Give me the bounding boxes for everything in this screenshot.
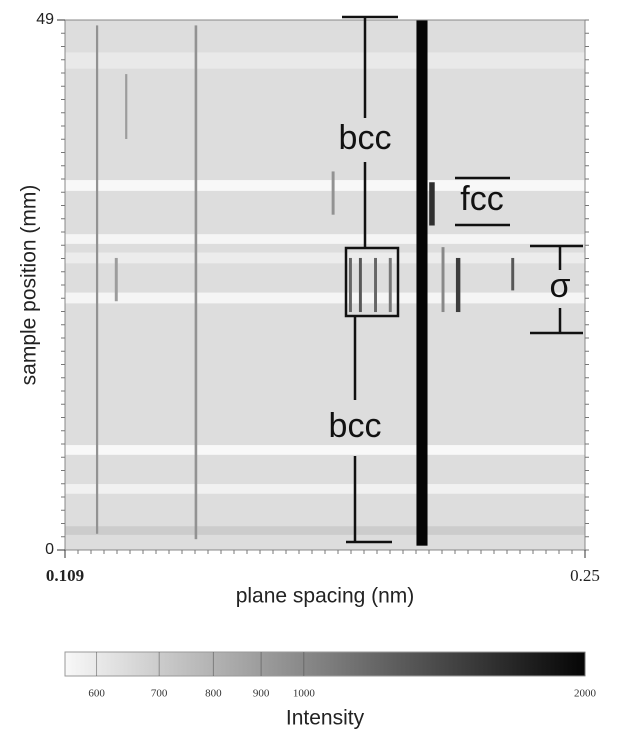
y-tick-label: 0 (45, 541, 54, 558)
heatmap-streak (348, 257, 352, 313)
colorbar-tick-label: 800 (205, 688, 222, 700)
heatmap-band (65, 445, 585, 455)
heatmap-band (65, 292, 585, 304)
heatmap-streak (455, 257, 461, 313)
heatmap-streak (388, 257, 392, 313)
colorbar-tick-label: 1000 (293, 688, 316, 700)
annotation: bcc (339, 119, 392, 157)
heatmap-band (65, 234, 585, 244)
colorbar-label: Intensity (286, 707, 365, 730)
annotations: bcc bcc fcc σ (329, 15, 583, 544)
plot (64, 19, 586, 551)
heatmap-streak (374, 257, 377, 313)
heatmap-streak (416, 20, 428, 546)
heatmap-background (65, 20, 585, 550)
x-axis-label: plane spacing (nm) (236, 585, 415, 608)
heatmap-streak (114, 257, 118, 302)
colorbar (64, 651, 586, 677)
colorbar-tick-label: 600 (88, 688, 105, 700)
sigma-bracket (530, 244, 583, 335)
colorbar-tick-label: 700 (151, 688, 168, 700)
colorbar-tick-label: 900 (253, 688, 270, 700)
bcc-bracket (342, 15, 400, 544)
heatmap-streak (95, 25, 99, 534)
heatmap-streak (429, 182, 435, 226)
heatmap-streak (125, 74, 128, 139)
heatmap-streak (358, 257, 362, 313)
heatmap-band (65, 526, 585, 535)
heatmap-streak (441, 247, 445, 313)
heatmap-band (65, 484, 585, 494)
heatmap-streak (194, 25, 198, 540)
annotation: fcc (460, 180, 503, 218)
x-tick-label: 0.109 (46, 566, 84, 585)
heatmap-band (65, 180, 585, 191)
annotation: bcc (329, 407, 382, 445)
heatmap-streak (511, 257, 515, 291)
y-axis-label: sample position (mm) (18, 185, 41, 386)
colorbar-tick-label: 2000 (574, 688, 597, 700)
annotation: σ (550, 267, 571, 305)
heatmap-streak (331, 171, 335, 215)
fcc-bracket (455, 176, 510, 227)
y-tick-label: 49 (36, 11, 54, 28)
heatmap-band (65, 52, 585, 69)
x-tick-label: 0.25 (570, 566, 600, 585)
heatmap-band (65, 252, 585, 264)
